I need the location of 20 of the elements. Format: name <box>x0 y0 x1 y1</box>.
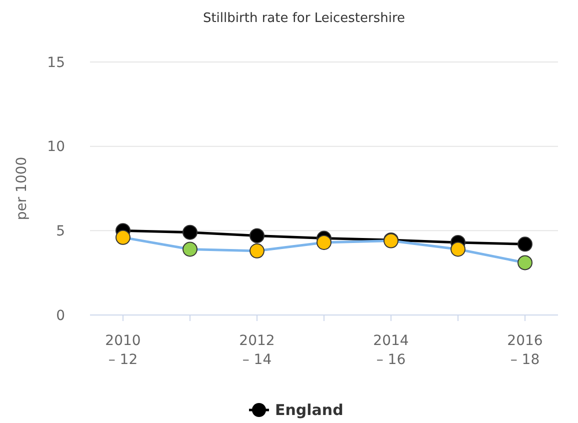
point <box>450 242 466 257</box>
y-axis-title: per 1000 <box>14 156 30 220</box>
point <box>316 234 332 250</box>
chart-title: Stillbirth rate for Leicestershire <box>202 11 406 26</box>
legend-label: England <box>275 401 344 419</box>
point <box>182 242 198 257</box>
x-tick-label: 2016 – 18 <box>507 333 543 368</box>
point <box>116 230 130 245</box>
y-tick-label: 10 <box>47 139 65 156</box>
point <box>250 228 264 244</box>
x-tick-label: 2010 – 12 <box>105 333 141 368</box>
x-tick-label: 2012 – 14 <box>239 333 275 368</box>
y-tick-label: 15 <box>47 54 65 71</box>
x-tick-label: 2014 – 16 <box>373 333 409 368</box>
y-tick-label: 0 <box>56 308 65 324</box>
point <box>250 243 264 258</box>
point <box>182 224 198 240</box>
y-tick-label: 5 <box>56 224 65 240</box>
point <box>518 236 532 252</box>
point <box>518 255 532 270</box>
